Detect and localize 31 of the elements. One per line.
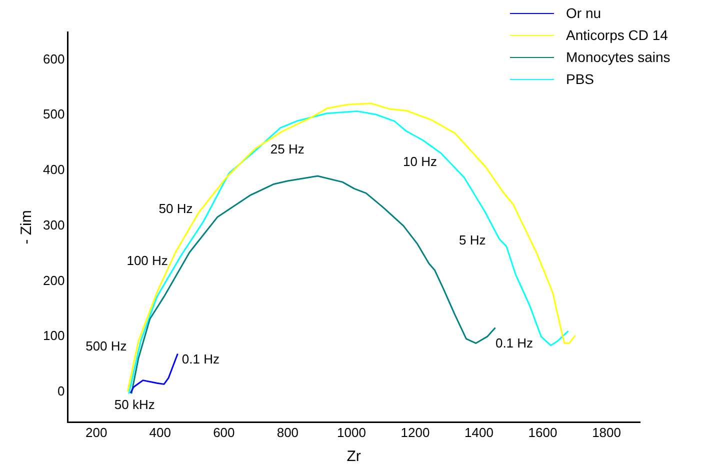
- x-tick-label: 600: [213, 424, 235, 440]
- y-tick-label: 600: [42, 51, 65, 66]
- annotation: 0.1 Hz: [182, 351, 220, 366]
- x-tick-label: 1400: [464, 424, 494, 440]
- y-tick-label: 0: [57, 384, 65, 399]
- y-tick-label: 300: [42, 217, 65, 232]
- annotation: 10 Hz: [403, 154, 438, 169]
- annotation: 50 kHz: [114, 396, 155, 412]
- annotation: 5 Hz: [459, 232, 486, 248]
- annotation: 100 Hz: [126, 252, 168, 268]
- y-tick-label: 100: [42, 328, 65, 344]
- x-tick-label: 1200: [400, 424, 430, 440]
- annotation: 0.1 Hz: [495, 335, 534, 350]
- x-tick-label: 800: [276, 424, 299, 440]
- x-tick-label: 1600: [528, 424, 558, 440]
- legend-label: Anticorps CD 14: [566, 26, 668, 45]
- legend-label: PBS: [566, 70, 594, 89]
- y-tick-label: 500: [42, 106, 65, 122]
- y-axis-title: - Zim: [18, 210, 36, 244]
- annotation: 25 Hz: [270, 141, 304, 156]
- x-tick-label: 1800: [592, 424, 621, 440]
- x-axis-title: Zr: [346, 448, 361, 466]
- annotation: 500 Hz: [86, 338, 127, 354]
- y-tick-label: 400: [42, 162, 65, 178]
- x-tick-label: 200: [86, 424, 108, 440]
- legend-label: Monocytes sains: [566, 48, 670, 67]
- y-tick-label: 200: [42, 272, 65, 288]
- x-tick-label: 400: [149, 424, 172, 440]
- annotation: 50 Hz: [158, 201, 193, 216]
- legend-label: Or nu: [566, 4, 602, 23]
- x-tick-label: 1000: [336, 424, 366, 440]
